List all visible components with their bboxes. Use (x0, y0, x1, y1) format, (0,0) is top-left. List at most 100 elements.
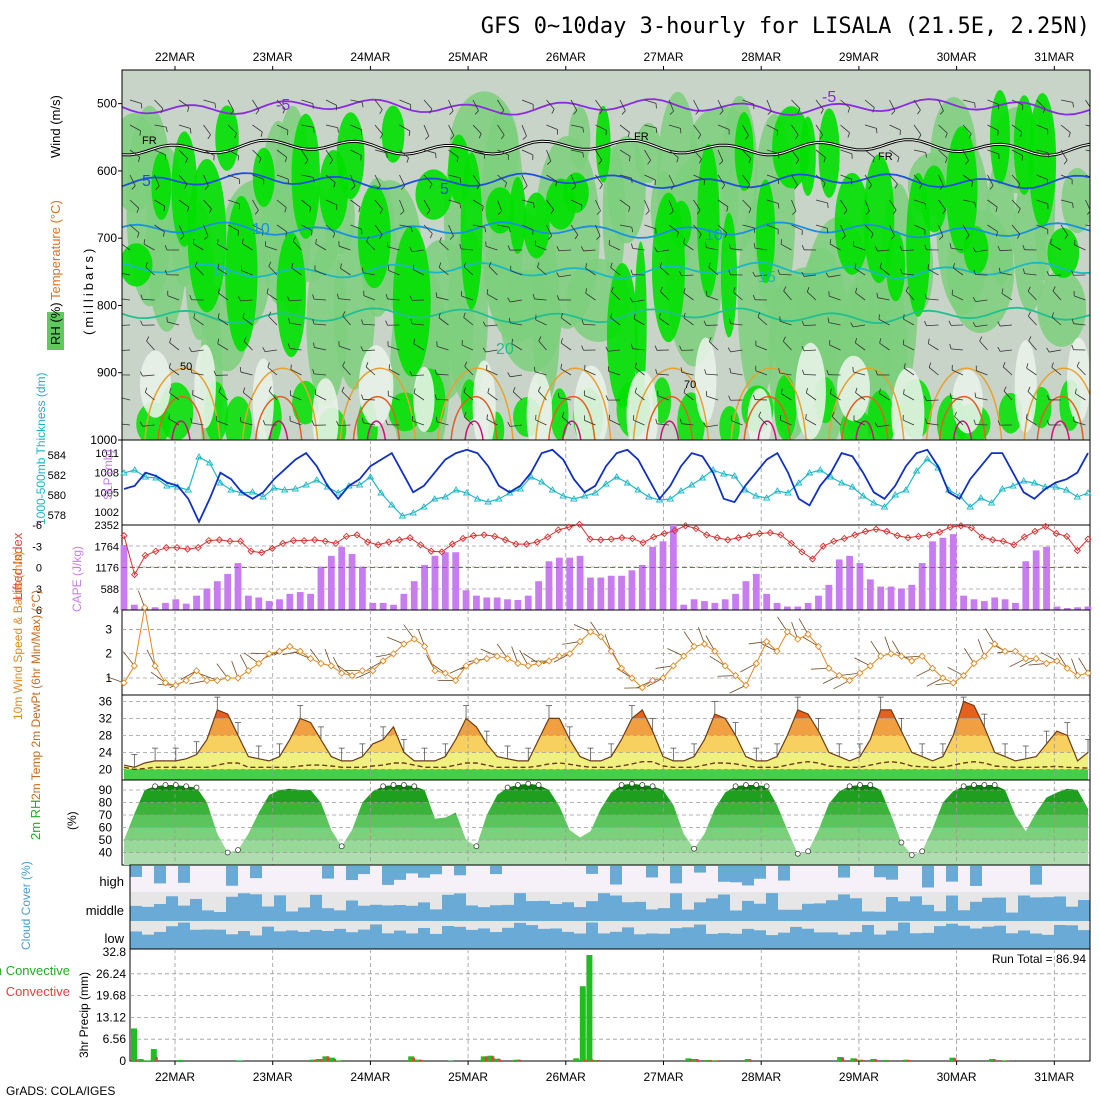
wind-barb-flag (794, 185, 798, 190)
wind-barb-flag (140, 320, 143, 326)
wind-barb-flag (669, 210, 674, 215)
thickness-point (602, 480, 610, 487)
cloud-middle-bar (1054, 896, 1066, 921)
wind-barb-flag (556, 246, 560, 251)
wind-barb (766, 199, 779, 204)
wind-barb (538, 390, 547, 401)
wind-barb (519, 649, 529, 667)
wind-barb-flag (669, 110, 674, 115)
lifted-index-point (904, 534, 912, 542)
thickness-point (720, 470, 728, 477)
lifted-index-point (385, 538, 393, 546)
rh-point (235, 847, 241, 853)
wind-barb (512, 391, 523, 401)
rh-region-high (415, 169, 452, 220)
wind-barb-flag (634, 362, 637, 368)
precip-tick: 26.24 (96, 967, 126, 981)
wind-barb-flag (996, 231, 998, 237)
wind-speed-markers (120, 603, 1092, 692)
wind-barb-flag (823, 157, 826, 163)
wind-barb (583, 323, 596, 326)
lifted-index-point (173, 544, 181, 552)
isotherm-label: FR (634, 131, 649, 143)
wind-barb (657, 395, 670, 401)
wind-barb (889, 224, 895, 237)
theta-contour (757, 420, 777, 440)
cape-bar (307, 593, 314, 610)
wind-speed-point (908, 657, 916, 665)
wind-speed-point (680, 652, 688, 660)
cloud-middle-bar (766, 893, 778, 921)
wind-barb-flag (1076, 361, 1080, 367)
wind-barb (668, 124, 681, 129)
wind-barb-flag (361, 102, 364, 108)
wind-barb-flag (782, 336, 786, 342)
precip-convective-bar (597, 1060, 600, 1061)
wind-barb-flag (574, 234, 579, 240)
wind-barb (608, 244, 621, 251)
isotherm--5 (122, 98, 1090, 116)
lifted-index-point (1084, 535, 1092, 543)
wind-barb (1048, 274, 1062, 277)
wind-barb-flag (268, 311, 272, 317)
wind-barb (1060, 174, 1073, 180)
lifted-index-point (1010, 541, 1018, 549)
wind-barb (374, 124, 383, 135)
thickness-point (195, 453, 203, 460)
wind-barb-flag (168, 363, 171, 369)
wind-barb (463, 391, 474, 401)
wind-barb-flag (596, 235, 601, 240)
wind-barb-flag (728, 270, 731, 275)
wind-speed-point (141, 603, 149, 612)
cloud-low-bar (202, 929, 214, 949)
wind-barb (693, 124, 702, 135)
wind-barb (537, 266, 547, 276)
wind-barb-flag (964, 160, 969, 165)
wind-barb (315, 394, 327, 401)
wind-barb (798, 618, 809, 635)
wind-barb (218, 292, 229, 301)
cloud-middle-bar (298, 907, 310, 921)
wind-barb (413, 269, 425, 276)
wind-barb-flag (581, 345, 584, 351)
precip-tick: 13.12 (96, 1010, 126, 1024)
wind-barb (497, 224, 510, 228)
wind-barb-flag (831, 411, 835, 417)
wind-barb-flag (409, 247, 413, 252)
cape-bar (638, 564, 646, 610)
rh-point (338, 843, 345, 850)
cloud-middle-bar (802, 903, 814, 921)
wind-barb-flag (429, 108, 433, 114)
thickness-point (966, 503, 974, 510)
wind-barb (412, 420, 425, 426)
wind-barb (706, 395, 719, 401)
wind-barb (367, 660, 384, 671)
wind-barb (1028, 340, 1037, 351)
wind-barb-flag (819, 134, 824, 140)
lifted-index-point (480, 531, 488, 539)
wind-barb (1011, 99, 1024, 106)
cape-bar (390, 604, 397, 610)
wind-barb (521, 99, 534, 105)
cape-bar (659, 541, 667, 610)
wind-barb-flag (388, 364, 391, 370)
wind-barb-flag (409, 370, 413, 376)
thickness-point (505, 489, 514, 496)
precip-total-bar (414, 1059, 421, 1061)
upper-wind-barbs (122, 99, 1090, 428)
precip-total-bar (513, 1059, 520, 1061)
precip-total-bar (850, 1058, 857, 1061)
lifted-index-tick: -3 (32, 541, 42, 553)
wind-barb-flag (995, 206, 998, 212)
cape-bar (555, 557, 563, 610)
precip-total-bar (579, 986, 586, 1061)
wind-barb (241, 270, 253, 276)
wind-barb (314, 270, 327, 276)
wind-barb (387, 246, 400, 251)
wind-speed-point (161, 679, 170, 687)
precip-total-bar (137, 1059, 144, 1061)
wind-barb (217, 268, 229, 276)
isotherm-label: -5 (822, 89, 836, 106)
wind-barb-flag (408, 130, 411, 136)
precip-tick: 32.8 (103, 945, 127, 959)
